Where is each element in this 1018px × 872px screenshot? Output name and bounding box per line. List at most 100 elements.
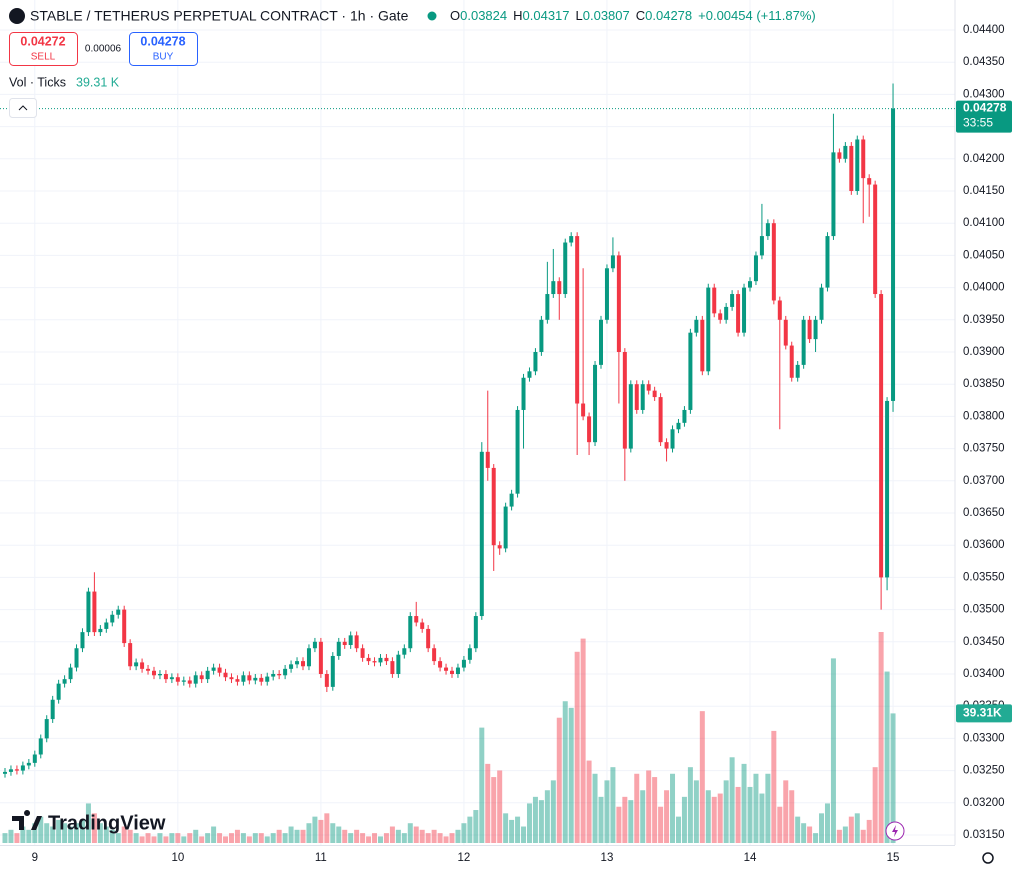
volume-bar xyxy=(223,836,229,843)
y-tick-label: 0.03150 xyxy=(963,829,1005,841)
volume-bar xyxy=(646,770,652,843)
candle-body xyxy=(438,661,443,668)
volume-bar xyxy=(795,816,801,843)
volume-legend-value: 39.31 K xyxy=(76,75,120,89)
candle-body xyxy=(885,400,890,578)
candle-body xyxy=(533,352,538,372)
candle-body xyxy=(348,635,353,646)
buy-button[interactable] xyxy=(129,32,198,66)
candle-body xyxy=(581,403,586,417)
volume-bar xyxy=(300,829,306,843)
grid xyxy=(0,0,955,845)
candle-body xyxy=(634,384,639,410)
sell-label: SELL xyxy=(31,52,56,63)
candle-body xyxy=(515,409,520,494)
volume-bar xyxy=(890,713,896,843)
candle-body xyxy=(199,675,204,680)
volume-bar xyxy=(62,823,68,843)
ohlc-value: 0.04278 xyxy=(645,8,692,23)
candle-body xyxy=(193,675,198,684)
volume-bar xyxy=(735,786,741,843)
candle-body xyxy=(80,632,85,649)
candle-body xyxy=(599,319,603,365)
volume-bar xyxy=(729,757,735,843)
volume-bar xyxy=(711,796,717,843)
candle-body xyxy=(825,236,830,288)
y-tick-label: 0.03400 xyxy=(963,668,1005,680)
x-tick-label: 10 xyxy=(171,852,184,864)
candle-body xyxy=(20,765,25,771)
candle-body xyxy=(223,672,228,678)
candle-body xyxy=(187,680,192,684)
candle-body xyxy=(32,754,37,763)
ohlc-key: O xyxy=(450,8,460,23)
volume-bar xyxy=(139,836,145,843)
volume-bar xyxy=(199,836,205,843)
y-tick-label: 0.03900 xyxy=(963,346,1005,358)
sell-price: 0.04272 xyxy=(20,34,65,48)
volume-bar xyxy=(20,826,26,843)
volume-bar xyxy=(157,833,163,843)
volume-bar xyxy=(407,823,413,843)
volume-bar xyxy=(699,711,705,843)
candle-body xyxy=(62,679,67,684)
candle-body xyxy=(110,614,115,623)
volume-bar xyxy=(270,833,276,843)
candle-body xyxy=(354,635,359,649)
volume-bar xyxy=(777,806,783,843)
candle-body xyxy=(509,493,514,507)
volume-bar xyxy=(234,829,240,843)
candle-body xyxy=(122,609,127,644)
volume-bar xyxy=(419,829,425,843)
volume-label-box xyxy=(956,704,1012,723)
volume-bar xyxy=(205,833,211,843)
volume-bar xyxy=(91,813,97,843)
volume-bar xyxy=(389,826,395,843)
volume-bar xyxy=(783,780,789,843)
volume-bar xyxy=(616,806,622,843)
candle-body xyxy=(521,377,526,410)
volume-bar xyxy=(771,730,777,843)
candle-body xyxy=(38,738,43,755)
candle-body xyxy=(271,674,276,677)
volume-bar xyxy=(860,829,866,843)
volume-bar xyxy=(246,836,252,843)
volume-bar xyxy=(38,816,44,843)
candle-body xyxy=(3,771,7,774)
candle-body xyxy=(26,762,31,766)
candle-body xyxy=(783,319,788,346)
candle-body xyxy=(503,506,508,549)
volume-bar xyxy=(68,826,74,843)
y-tick-label: 0.03850 xyxy=(963,378,1005,390)
candle-body xyxy=(616,255,621,352)
candle-body xyxy=(873,184,878,295)
candle-body xyxy=(593,364,598,443)
candle-body xyxy=(14,769,19,771)
candle-body xyxy=(628,384,633,449)
volume-bar xyxy=(681,796,687,843)
volume-bar xyxy=(163,836,169,843)
candle-body xyxy=(837,152,842,159)
volume-bar xyxy=(884,671,890,843)
candle-body xyxy=(336,641,341,656)
volume-bar xyxy=(556,717,562,843)
volume-bar xyxy=(461,823,467,843)
volume-bar xyxy=(318,819,324,843)
candle-body xyxy=(551,281,556,295)
candle-body xyxy=(694,319,699,333)
volume-bar xyxy=(830,658,836,843)
volume-bar xyxy=(723,780,729,843)
volume-bar xyxy=(872,767,878,843)
volume-bar xyxy=(526,803,532,843)
candle-body xyxy=(116,609,121,615)
sell-button[interactable] xyxy=(9,32,78,66)
settings-button[interactable] xyxy=(982,852,994,864)
volume-bar xyxy=(807,826,813,843)
volume-bar xyxy=(449,833,455,843)
volume-bar xyxy=(717,793,723,843)
volume-bar xyxy=(187,833,193,843)
candle-body xyxy=(849,145,854,191)
candle-body xyxy=(450,670,454,674)
collapse-button[interactable] xyxy=(9,98,37,118)
